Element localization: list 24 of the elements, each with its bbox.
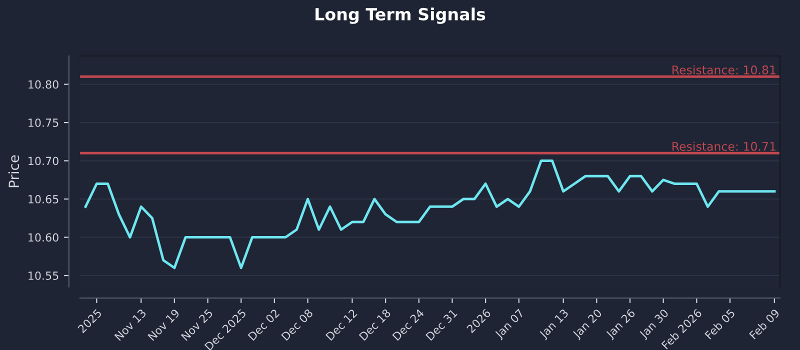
x-tick-label: Dec 24 <box>392 308 425 341</box>
x-tick-label: Dec 02 <box>248 308 280 341</box>
y-tick-label: 10.75 <box>28 118 58 127</box>
x-tick-label: Feb 09 <box>748 308 780 340</box>
x-tick-label: Dec 12 <box>325 308 358 341</box>
x-tick-label: Jan 13 <box>538 308 570 340</box>
ref-line-label: Resistance: 10.81 <box>672 65 776 74</box>
x-tick-label: Jan 20 <box>572 308 604 340</box>
y-tick-label: 10.65 <box>28 195 58 204</box>
y-tick-label: 10.60 <box>28 233 58 242</box>
ref-line-label: Resistance: 10.71 <box>672 142 776 151</box>
x-tick-label: Jan 07 <box>494 308 526 340</box>
y-tick-label: 10.70 <box>28 156 58 166</box>
y-tick-label: 10.55 <box>28 272 58 280</box>
x-tick-label: Dec 08 <box>280 308 314 341</box>
chart-title: Long Term Signals <box>316 8 486 24</box>
x-tick-label: Feb 05 <box>704 308 736 340</box>
line-series <box>84 160 776 270</box>
x-tick-label: Dec 18 <box>358 308 392 341</box>
y-tick-label: 10.80 <box>28 80 58 89</box>
y-axis-title: Price <box>8 155 20 188</box>
x-tick-label: Jan 26 <box>605 308 638 340</box>
x-tick-label: Nov 13 <box>114 308 147 341</box>
x-tick-label: Dec 31 <box>425 308 458 341</box>
